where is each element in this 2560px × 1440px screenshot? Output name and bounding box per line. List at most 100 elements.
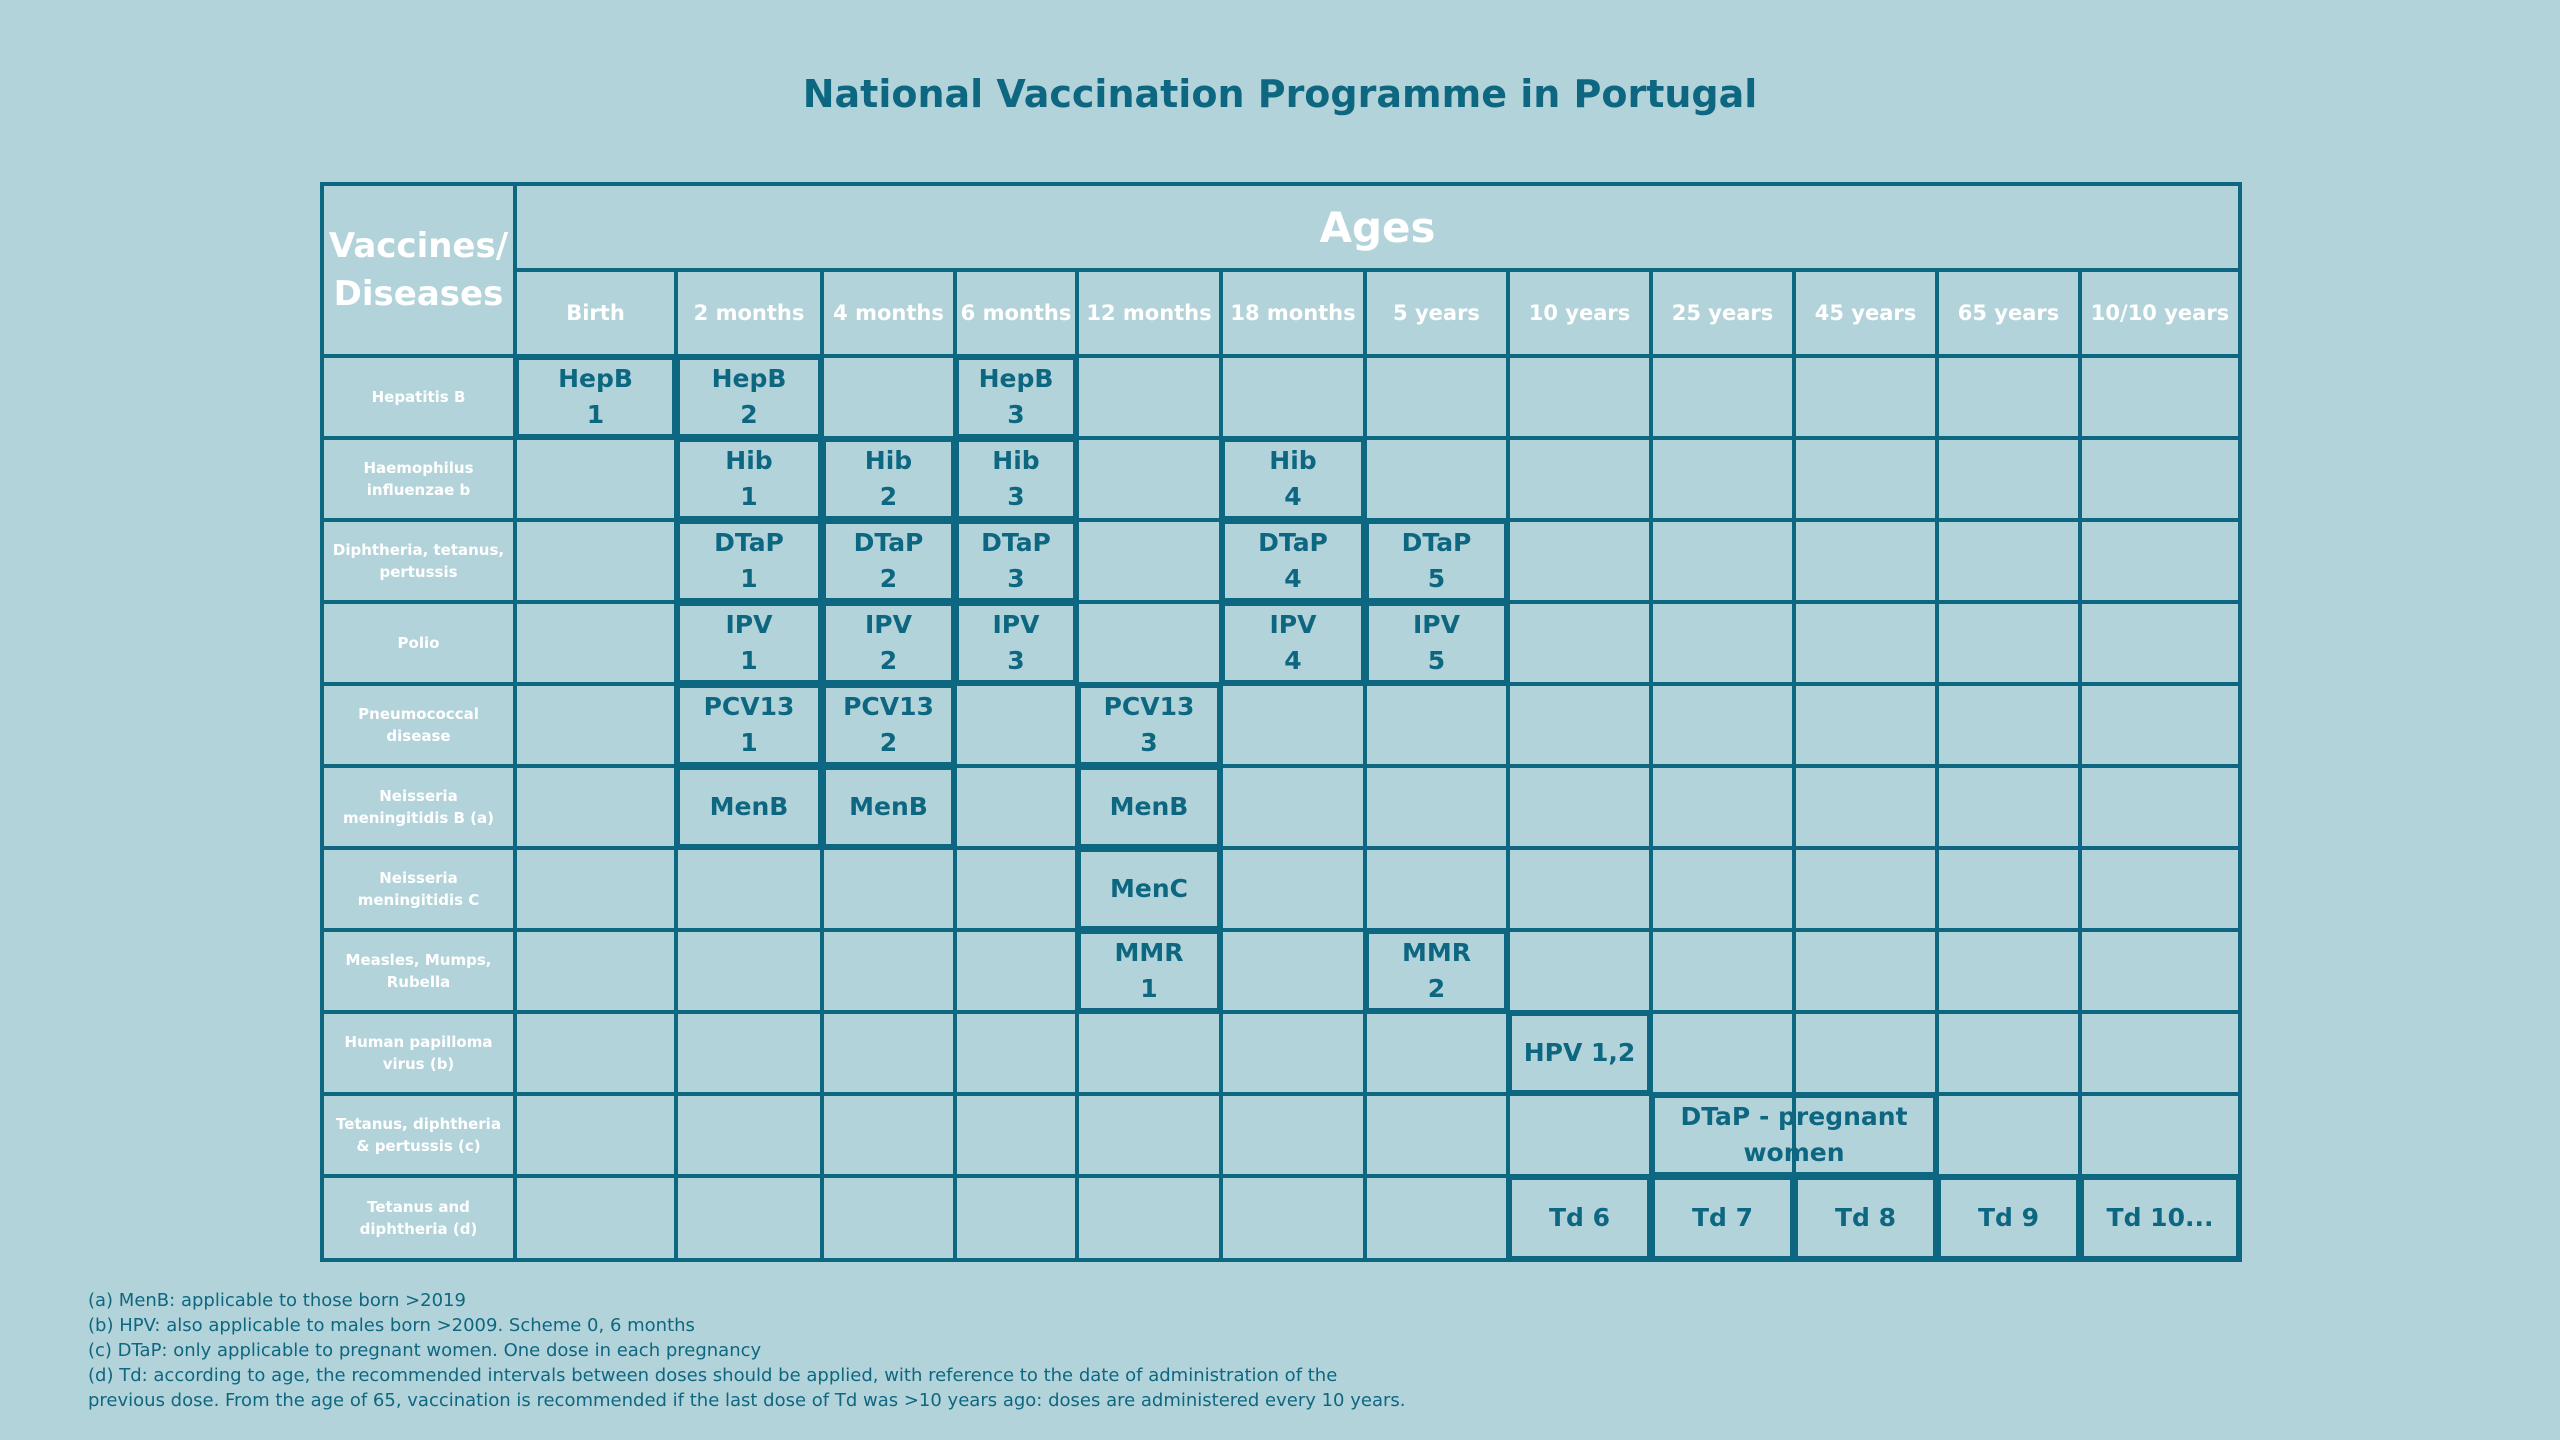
schedule-cell [1219,682,1367,768]
schedule-cell [1935,518,2082,604]
schedule-cell [1075,1010,1223,1096]
age-column-header: 18 months [1219,268,1367,358]
schedule-cell [1219,354,1367,440]
schedule-cell [2078,600,2242,686]
schedule-cell [513,928,678,1014]
footnote: (d) Td: according to age, the recommende… [88,1365,1338,1386]
schedule-cell [1506,846,1653,932]
schedule-cell [674,928,824,1014]
vaccine-dose-cell: Td 8 [1792,1174,1939,1262]
age-column-header: Birth [513,268,678,358]
disease-row-header: Measles, Mumps, Rubella [320,928,517,1014]
vaccine-dose-cell: MMR 2 [1363,928,1510,1014]
age-column-header: 12 months [1075,268,1223,358]
schedule-cell [1649,928,1796,1014]
schedule-cell [1649,518,1796,604]
schedule-cell [1649,846,1796,932]
vaccine-dose-cell: IPV 4 [1219,600,1367,686]
schedule-cell [1506,1092,1653,1178]
vaccine-dose-cell: DTaP 4 [1219,518,1367,604]
disease-row-header: Neisseria meningitidis C [320,846,517,932]
schedule-cell [1935,436,2082,522]
schedule-cell [1363,436,1510,522]
schedule-cell [1792,1010,1939,1096]
schedule-cell [1219,846,1367,932]
schedule-cell [1792,682,1939,768]
schedule-cell [513,682,678,768]
schedule-cell [1363,846,1510,932]
schedule-cell [2078,928,2242,1014]
schedule-cell [1075,1174,1223,1262]
age-column-header: 10 years [1506,268,1653,358]
vaccine-dose-cell: PCV13 3 [1075,682,1223,768]
schedule-cell [1649,600,1796,686]
schedule-cell [1935,1010,2082,1096]
vaccine-dose-cell: IPV 3 [953,600,1079,686]
schedule-cell [1935,846,2082,932]
schedule-cell [1075,1092,1223,1178]
vaccine-dose-cell: Td 10... [2078,1174,2242,1262]
age-column-header: 10/10 years [2078,268,2242,358]
schedule-cell [820,846,957,932]
age-column-header: 45 years [1792,268,1939,358]
schedule-cell [1649,764,1796,850]
disease-row-header: Human papilloma virus (b) [320,1010,517,1096]
schedule-cell [820,1092,957,1178]
schedule-cell [953,1010,1079,1096]
vaccine-dose-cell: MenB [674,764,824,850]
schedule-cell [1219,928,1367,1014]
age-column-header: 25 years [1649,268,1796,358]
schedule-cell [1075,600,1223,686]
vaccine-dose-cell: MenC [1075,846,1223,932]
vaccine-dose-cell: Hib 1 [674,436,824,522]
schedule-cell [1792,436,1939,522]
vaccination-schedule-table: Vaccines/ Diseases Ages Birth 2 months 4 mon… [320,182,2242,1262]
disease-row-header: Hepatitis B [320,354,517,440]
schedule-cell [1506,518,1653,604]
schedule-cell [513,1010,678,1096]
schedule-cell [1506,764,1653,850]
schedule-cell [674,846,824,932]
table-corner-header: Vaccines/ Diseases [320,182,517,358]
schedule-cell [1219,764,1367,850]
footnote: (c) DTaP: only applicable to pregnant wo… [88,1340,762,1361]
schedule-cell [953,846,1079,932]
schedule-cell [1075,518,1223,604]
footnotes: (a) MenB: applicable to those born >2019… [88,1288,1648,1413]
schedule-cell [1792,764,1939,850]
schedule-cell [2078,1092,2242,1178]
vaccine-dose-cell: DTaP - pregnant women [1649,1092,1939,1178]
schedule-cell [1363,1092,1510,1178]
schedule-cell [1935,682,2082,768]
schedule-cell [1792,600,1939,686]
vaccine-dose-cell: DTaP 3 [953,518,1079,604]
footnote: (a) MenB: applicable to those born >2019 [88,1290,466,1311]
schedule-cell [2078,764,2242,850]
schedule-cell [1792,518,1939,604]
schedule-cell [1649,682,1796,768]
schedule-cell [1506,682,1653,768]
vaccine-dose-cell: MMR 1 [1075,928,1223,1014]
schedule-cell [820,1174,957,1262]
schedule-cell [1219,1092,1367,1178]
schedule-cell [953,764,1079,850]
schedule-cell [820,354,957,440]
schedule-cell [1935,928,2082,1014]
schedule-cell [1506,354,1653,440]
schedule-cell [1075,436,1223,522]
vaccine-dose-cell: Hib 4 [1219,436,1367,522]
vaccine-dose-cell: HPV 1,2 [1506,1010,1653,1096]
vaccine-dose-cell: IPV 1 [674,600,824,686]
age-column-header: 5 years [1363,268,1510,358]
vaccine-dose-cell: MenB [1075,764,1223,850]
vaccine-dose-cell: DTaP 1 [674,518,824,604]
schedule-cell [1935,764,2082,850]
vaccine-dose-cell: DTaP 5 [1363,518,1510,604]
disease-row-header: Tetanus and diphtheria (d) [320,1174,517,1262]
schedule-cell [1506,928,1653,1014]
schedule-cell [513,518,678,604]
schedule-cell [1506,600,1653,686]
schedule-cell [1219,1174,1367,1262]
schedule-cell [1792,354,1939,440]
vaccine-dose-cell: MenB [820,764,957,850]
